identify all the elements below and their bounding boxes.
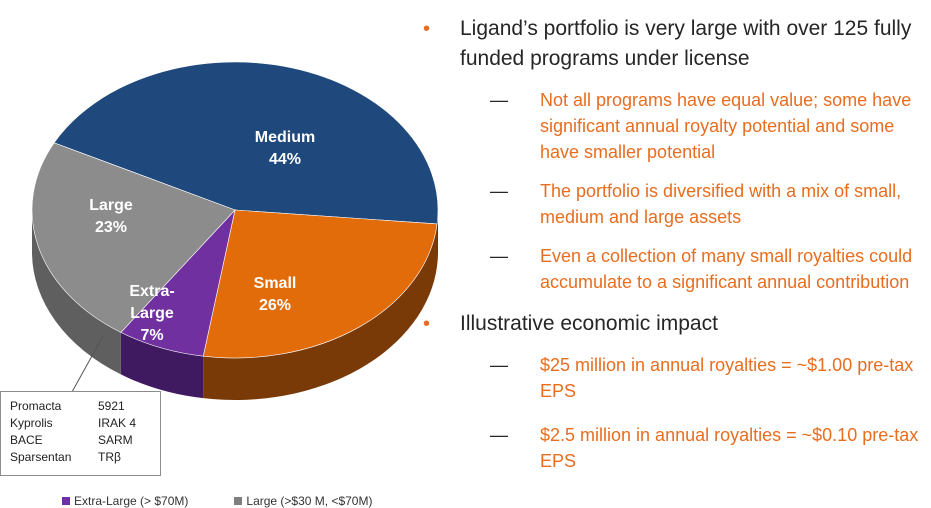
pie-label-large: Large 23% [89,197,133,236]
callout-program: IRAK 4 [98,416,137,430]
pie-label-line: 7% [140,327,163,344]
callout-product: Promacta [10,399,62,413]
sub-bullet-marker: — [490,355,508,375]
pie-label-small: Small 26% [254,275,297,314]
sub-bullet-item: — $25 million in annual royalties = ~$1.0… [420,352,920,404]
legend-item: Large (>$30 M, <$70M) [234,494,372,508]
pie-label-line: Large [89,197,133,214]
bullet-text: Ligand’s portfolio is very large with ov… [460,17,912,70]
legend-item: Extra-Large (> $70M) [62,494,188,508]
sub-bullet-marker: — [490,246,508,266]
callout-program: SARM [98,433,133,447]
callout-row: Sparsentan TRβ [10,449,160,466]
callout-leader-line [71,335,104,393]
sub-bullet-text: $2.5 million in annual royalties = ~$0.1… [540,425,919,471]
pie-labels: Medium 44% Small 26% Extra- Large 7% Large 23% [89,129,315,344]
callout-product: Kyprolis [10,416,53,430]
callout-row: Promacta 5921 [10,398,160,415]
pie-label-line: Large [130,305,174,322]
sub-bullet-item: — Not all programs have equal value; some… [420,87,920,165]
sub-bullet-marker: — [490,425,508,445]
pie-side-extra [120,332,204,399]
sub-bullet-marker: — [490,90,508,110]
bullet-item: • Ligand’s portfolio is very large with o… [420,14,920,74]
bullet-marker: • [423,313,431,335]
pie-slice-large [31,142,236,333]
pie-label-line: 44% [269,151,301,168]
legend-swatch [62,497,70,505]
sub-bullet-text: Not all programs have equal value; some … [540,90,912,162]
callout-program: TRβ [98,450,121,464]
legend-label: Large (>$30 M, <$70M) [246,494,373,508]
legend-swatch [234,497,243,505]
pie-side-large [31,210,121,375]
sub-bullet-text: Even a collection of many small royaltie… [540,246,913,292]
sub-bullet-item: — Even a collection of many small royalti… [420,243,920,295]
pie-side-small [203,223,438,400]
bullet-list: • Ligand’s portfolio is very large with o… [420,14,920,474]
sub-bullet-text: $25 million in annual royalties = ~$1.00… [540,355,914,401]
pie-label-line: 26% [259,297,291,314]
sub-bullet-item: — $2.5 million in annual royalties = ~$0.… [420,422,920,474]
sub-bullet-marker: — [490,181,508,201]
pie-label-line: Small [254,275,297,292]
callout-row: Kyprolis IRAK 4 [10,415,160,432]
pie-chart: Medium 44% Small 26% Extra- Large 7% Large 23% [31,61,439,400]
bullet-marker: • [423,18,431,40]
callout-product: BACE [10,433,43,447]
bullet-text: Illustrative economic impact [460,312,718,335]
sub-bullet-item: — The portfolio is diversified with a mix… [420,178,920,230]
pie-label-line: 23% [95,219,127,236]
legend-label: Extra-Large (> $70M) [74,494,189,508]
pie-label-line: Medium [255,129,315,146]
pie-slices [31,61,439,359]
pie-label-extra: Extra- Large 7% [129,283,174,344]
pie-slice-medium [53,61,439,225]
bullet-item: • Illustrative economic impact [420,309,920,339]
pie-slice-small [202,209,438,359]
pie-label-line: Extra- [129,283,174,300]
sub-bullet-text: The portfolio is diversified with a mix … [540,181,902,227]
pie-label-medium: Medium 44% [255,129,315,168]
callout-program: 5921 [98,399,125,413]
chart-legend: Extra-Large (> $70M) Large (>$30 M, <$70M… [62,494,372,508]
callout-row: BACE SARM [10,432,160,449]
callout-box: Promacta 5921 Kyprolis IRAK 4 BACE SARM Sparse… [0,391,161,476]
callout-product: Sparsentan [10,450,72,464]
